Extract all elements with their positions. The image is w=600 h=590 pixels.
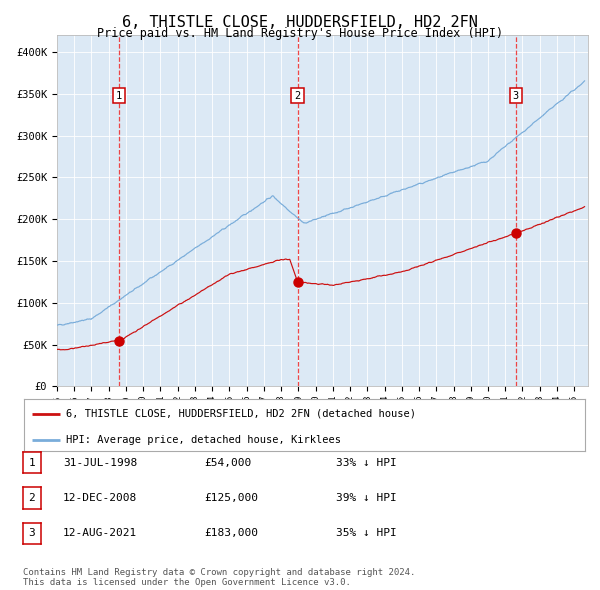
Text: 12-AUG-2021: 12-AUG-2021 xyxy=(63,529,137,538)
Text: 39% ↓ HPI: 39% ↓ HPI xyxy=(336,493,397,503)
Text: £125,000: £125,000 xyxy=(204,493,258,503)
Text: 6, THISTLE CLOSE, HUDDERSFIELD, HD2 2FN (detached house): 6, THISTLE CLOSE, HUDDERSFIELD, HD2 2FN … xyxy=(66,409,416,419)
Text: 31-JUL-1998: 31-JUL-1998 xyxy=(63,458,137,467)
Text: HPI: Average price, detached house, Kirklees: HPI: Average price, detached house, Kirk… xyxy=(66,435,341,445)
Text: 3: 3 xyxy=(28,529,35,538)
Text: 6, THISTLE CLOSE, HUDDERSFIELD, HD2 2FN: 6, THISTLE CLOSE, HUDDERSFIELD, HD2 2FN xyxy=(122,15,478,30)
Text: Contains HM Land Registry data © Crown copyright and database right 2024.
This d: Contains HM Land Registry data © Crown c… xyxy=(23,568,415,587)
Text: 2: 2 xyxy=(295,91,301,100)
Text: £54,000: £54,000 xyxy=(204,458,251,467)
Text: Price paid vs. HM Land Registry's House Price Index (HPI): Price paid vs. HM Land Registry's House … xyxy=(97,27,503,40)
Text: 1: 1 xyxy=(116,91,122,100)
Text: 2: 2 xyxy=(28,493,35,503)
Text: 35% ↓ HPI: 35% ↓ HPI xyxy=(336,529,397,538)
Text: 3: 3 xyxy=(513,91,519,100)
Text: 33% ↓ HPI: 33% ↓ HPI xyxy=(336,458,397,467)
Text: £183,000: £183,000 xyxy=(204,529,258,538)
Text: 12-DEC-2008: 12-DEC-2008 xyxy=(63,493,137,503)
Text: 1: 1 xyxy=(28,458,35,467)
